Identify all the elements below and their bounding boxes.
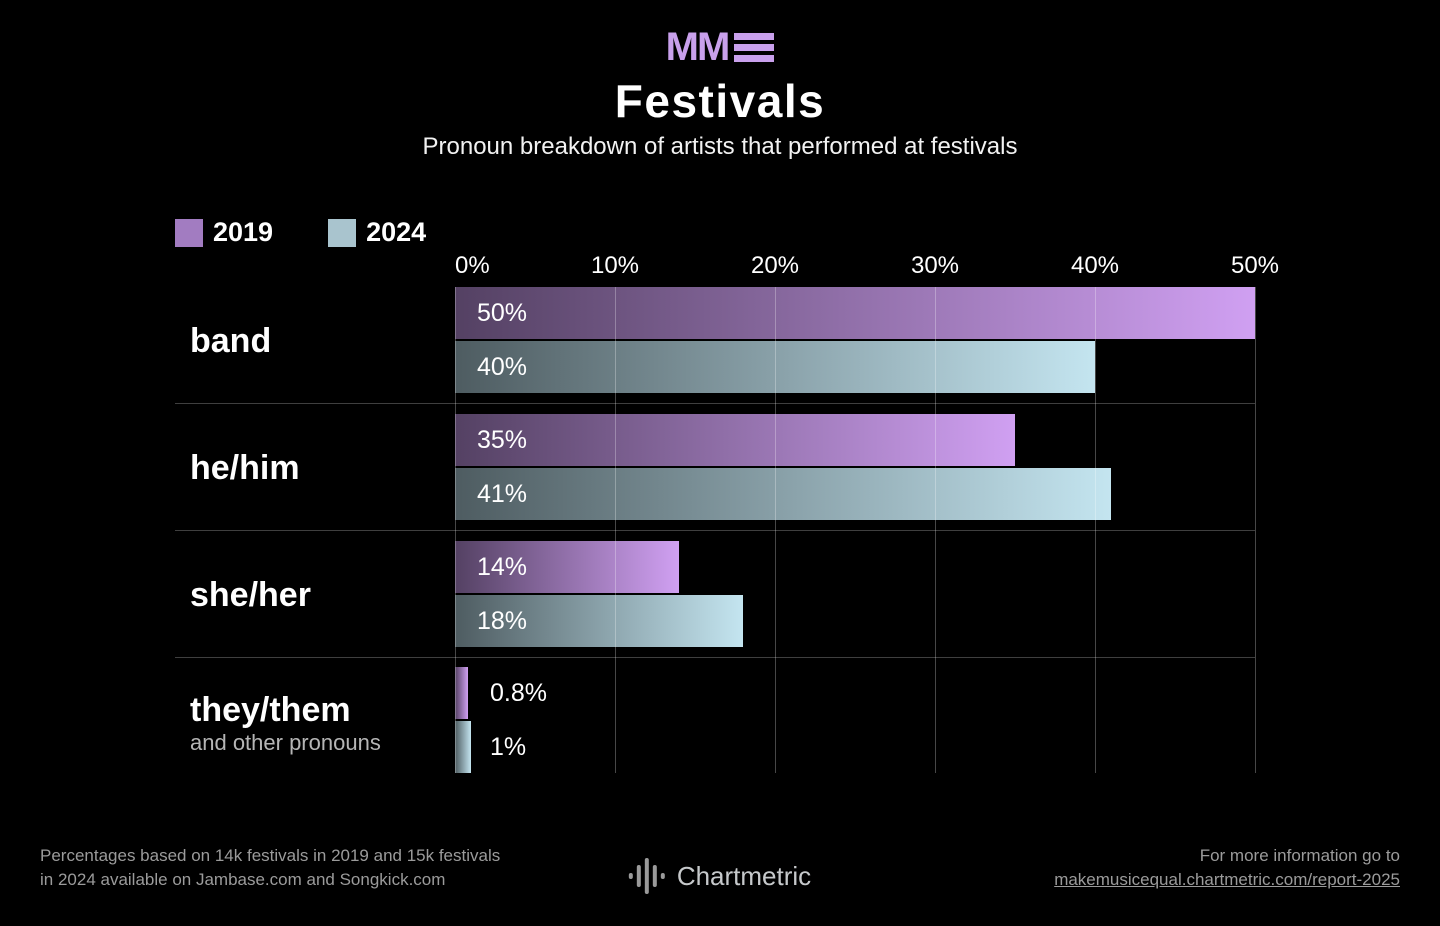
bar-value-2024-he-him: 41%: [477, 480, 528, 508]
legend-item-2019: 2019: [175, 217, 273, 248]
category-label-she-her: she/her: [190, 576, 311, 614]
x-axis-tick-40: 40%: [1070, 252, 1120, 279]
mme-logo-text: MM: [665, 25, 731, 69]
row-separator: [175, 403, 1255, 404]
row-separator: [175, 657, 1255, 658]
bar-value-2019-they-them: 0.8%: [490, 679, 547, 707]
more-info: For more information go to makemusicequa…: [1054, 844, 1400, 892]
bar-2019-band: [455, 287, 1255, 339]
bar-value-2024-she-her: 18%: [477, 607, 528, 635]
bar-2024-she-her: [455, 595, 743, 647]
x-axis-tick-20: 20%: [750, 252, 800, 279]
chart-legend: 2019 2024: [175, 217, 426, 248]
bar-value-2019-he-him: 35%: [477, 426, 528, 454]
bar-2019-she-her: [455, 541, 679, 593]
category-subtext: and other pronouns: [190, 730, 381, 756]
legend-label-2024: 2024: [366, 217, 427, 247]
bar-value-2024-band: 40%: [477, 353, 528, 381]
gridline-30: [935, 287, 936, 773]
report-link[interactable]: makemusicequal.chartmetric.com/report-20…: [1054, 870, 1400, 889]
legend-item-2024: 2024: [328, 217, 426, 248]
page-subtitle: Pronoun breakdown of artists that perfor…: [422, 133, 1018, 160]
gridline-50: [1255, 287, 1256, 773]
legend-label-2019: 2019: [213, 217, 274, 247]
category-text: she/her: [190, 576, 311, 614]
chartmetric-wordmark: Chartmetric: [676, 860, 812, 891]
more-info-text: For more information go to: [1199, 846, 1400, 865]
bar-value-2019-band: 50%: [477, 299, 528, 327]
source-note: Percentages based on 14k festivals in 20…: [40, 844, 500, 892]
row-separator: [175, 530, 1255, 531]
bar-2019-he-him: [455, 414, 1015, 466]
bar-value-2019-she-her: 14%: [477, 553, 528, 581]
source-note-line1: Percentages based on 14k festivals in 20…: [40, 846, 501, 865]
category-label-they-them: they/them and other pronouns: [190, 691, 381, 756]
bar-2019-they-them: [455, 667, 468, 719]
category-label-he-him: he/him: [190, 449, 300, 487]
mme-logo-e-bars-icon: [734, 32, 775, 62]
category-text: they/them: [190, 691, 351, 729]
x-axis-tick-10: 10%: [590, 252, 640, 279]
page-title: Festivals: [614, 75, 826, 127]
legend-swatch-2024: [328, 218, 357, 247]
gridline-40: [1095, 287, 1096, 773]
gridline-20: [775, 287, 776, 773]
x-axis-tick-30: 30%: [910, 252, 960, 279]
x-axis-tick-0: 0%: [455, 252, 490, 279]
category-text: he/him: [190, 449, 300, 487]
category-label-band: band: [190, 322, 272, 360]
bar-2024-he-him: [455, 468, 1111, 520]
bar-value-2024-they-them: 1%: [490, 733, 527, 761]
bar-2024-they-them: [455, 721, 471, 773]
legend-swatch-2019: [175, 218, 203, 247]
soundwave-icon: [628, 856, 665, 896]
gridline-0: [455, 287, 456, 773]
gridline-10: [615, 287, 616, 773]
source-note-line2: in 2024 available on Jambase.com and Son…: [40, 870, 446, 889]
x-axis-tick-50: 50%: [1230, 252, 1280, 279]
mme-logo: MM: [0, 25, 1440, 69]
bar-2024-band: [455, 341, 1095, 393]
chartmetric-logo: Chartmetric: [628, 856, 812, 896]
category-text: band: [190, 322, 272, 360]
